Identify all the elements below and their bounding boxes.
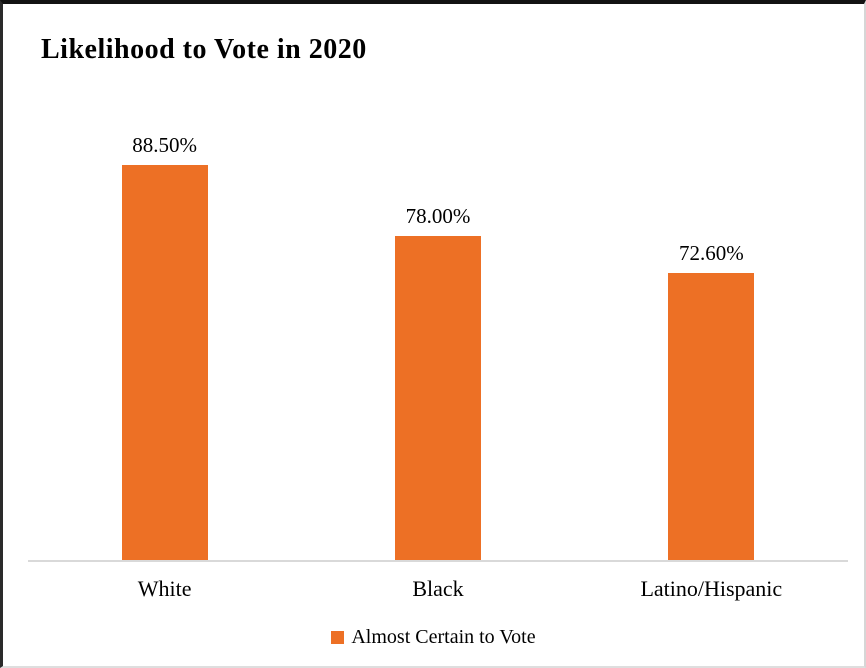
bar-value-label: 78.00% <box>405 204 471 228</box>
legend-swatch-icon <box>331 631 345 644</box>
x-axis-line <box>28 560 848 562</box>
bar-group: 88.50% <box>28 121 301 561</box>
legend: Almost Certain to Vote <box>3 626 864 649</box>
category-label: Black <box>412 576 464 601</box>
bar <box>121 165 208 561</box>
category-label: Latino/Hispanic <box>640 576 783 601</box>
chart-title: Likelihood to Vote in 2020 <box>41 34 367 65</box>
plot-area: 88.50% 78.00% 72.60% <box>28 121 848 561</box>
bar <box>394 236 481 561</box>
bar-value-label: 72.60% <box>678 241 744 265</box>
category-label: White <box>137 576 192 601</box>
bar-value-label: 88.50% <box>132 133 198 157</box>
bar <box>668 273 755 561</box>
x-axis-category-row: White Black Latino/Hispanic <box>28 576 848 602</box>
bar-group: 78.00% <box>301 121 574 561</box>
bar-group: 72.60% <box>575 121 848 561</box>
legend-series-label: Almost Certain to Vote <box>351 626 536 648</box>
